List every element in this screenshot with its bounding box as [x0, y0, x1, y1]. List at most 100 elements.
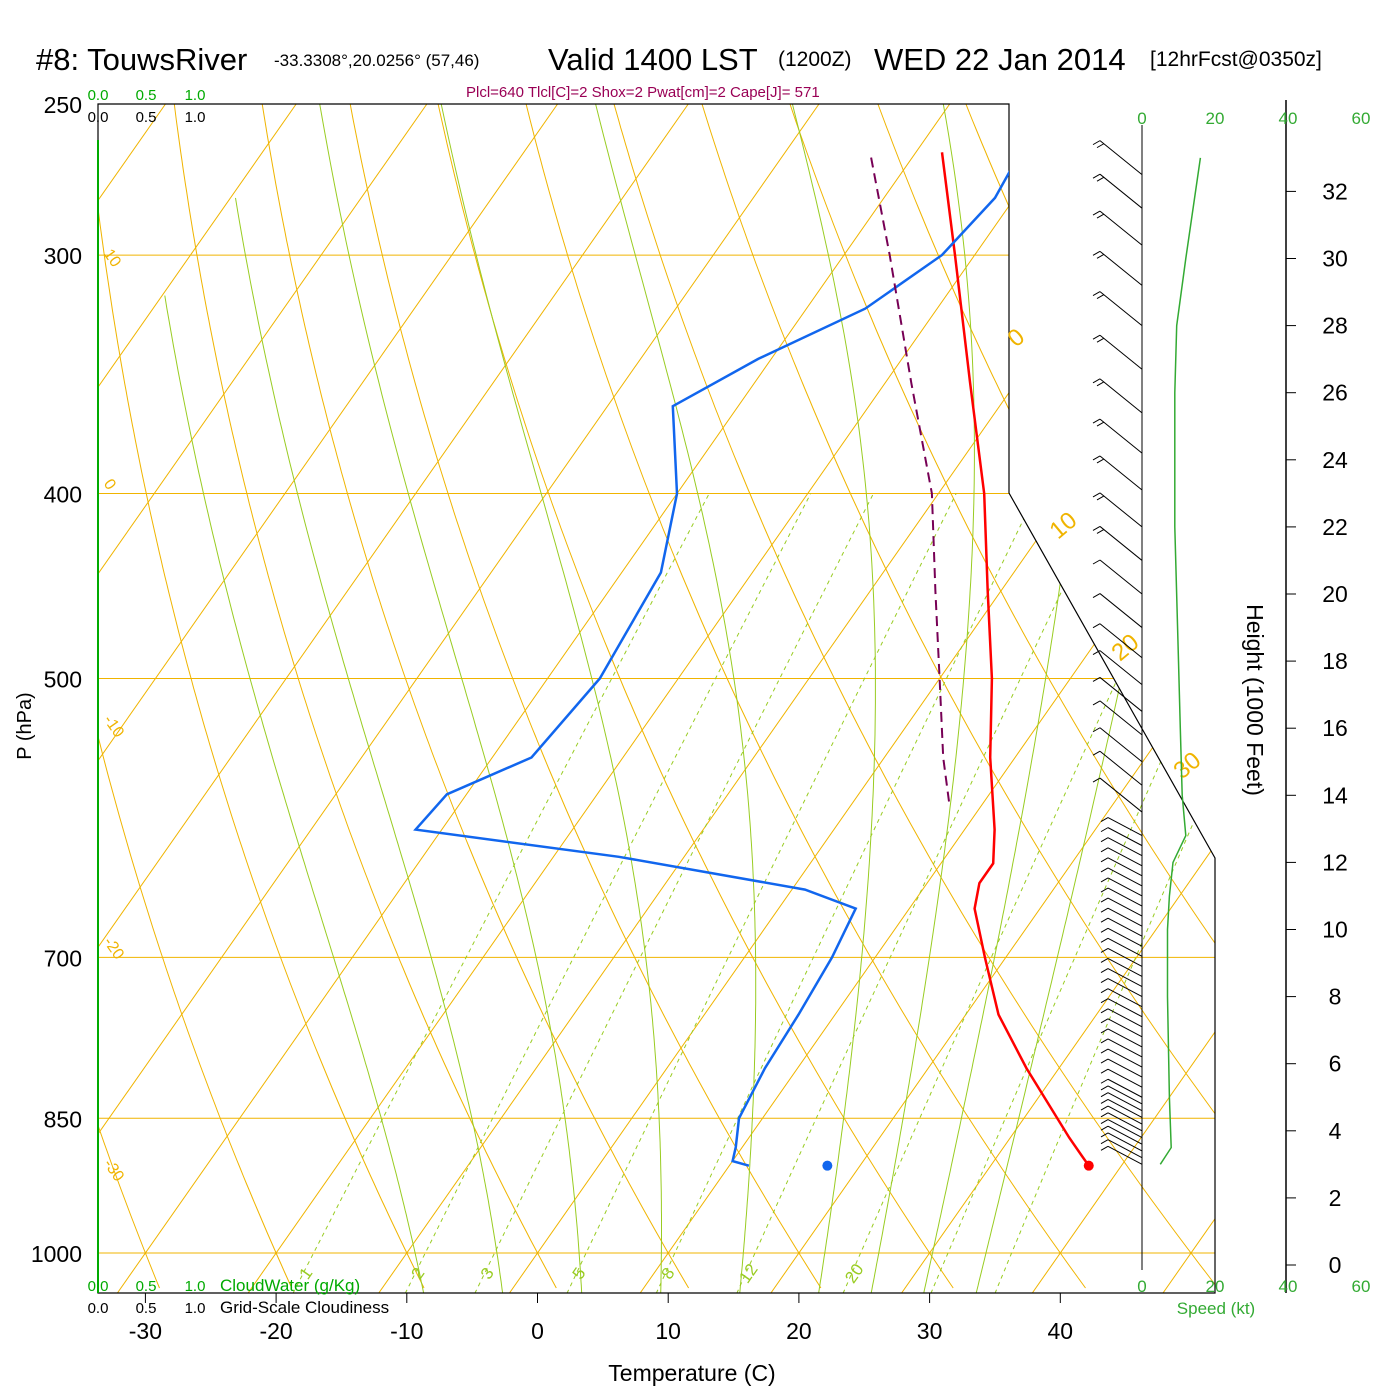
- wind-barb-flag: [1096, 381, 1105, 387]
- forecast-info: [12hrFcst@0350z]: [1150, 48, 1322, 71]
- moist-adiabat-line: [590, 104, 757, 1293]
- isotherm-line: [639, 104, 1215, 1293]
- wind-barb: [1099, 750, 1143, 786]
- wind-barb: [1099, 526, 1143, 561]
- wind-barb-flag: [1100, 1058, 1109, 1064]
- temperature-tick-label: 20: [786, 1318, 812, 1344]
- pressure-tick-label: 850: [44, 1106, 82, 1132]
- height-tick-label: 10: [1322, 917, 1348, 943]
- wind-barb-flag: [1100, 857, 1109, 863]
- dry-adiabat-line: [1141, 104, 1215, 1289]
- wind-barb-flag: [1096, 294, 1105, 300]
- height-tick-label: 18: [1322, 648, 1348, 674]
- wind-barb-flag: [1100, 867, 1109, 873]
- isotherm-line: [98, 104, 297, 1293]
- dry-adiabat-line: [98, 104, 425, 1289]
- wind-barb: [1099, 291, 1143, 326]
- cloudiness-tick-top: 1.0: [185, 109, 206, 126]
- speed-axis-label: Speed (kt): [1177, 1299, 1255, 1318]
- wind-barb: [1099, 677, 1143, 712]
- mixing-ratio-line: [994, 493, 1215, 1293]
- wind-barb: [1107, 1008, 1143, 1028]
- isotherm-line: [770, 104, 1215, 1293]
- wind-barb-flag: [1092, 250, 1101, 256]
- wind-barb-flag: [1100, 1085, 1109, 1091]
- pressure-tick-label: 250: [44, 92, 82, 118]
- wind-barb: [1099, 378, 1143, 414]
- speed-tick-top: 60: [1352, 109, 1371, 128]
- mixing-ratio-label: 20: [841, 1260, 867, 1286]
- wind-barb-flag: [1096, 529, 1105, 534]
- isotherm-line: [247, 104, 1081, 1293]
- height-tick-label: 14: [1322, 782, 1348, 808]
- speed-tick-bottom: 60: [1352, 1277, 1371, 1296]
- wind-barb-flag: [1092, 777, 1101, 783]
- wind-barb-flag: [1100, 1078, 1109, 1084]
- surface-dewpoint-dot: [822, 1160, 833, 1171]
- wind-barb: [1107, 1092, 1143, 1112]
- wind-barb-flag: [1100, 1132, 1109, 1138]
- wind-barb-flag: [1100, 1028, 1109, 1034]
- mixing-ratio-line: [842, 493, 1204, 1293]
- wind-barb-flag: [1100, 1038, 1109, 1044]
- cloudwater-tick-bottom: 1.0: [185, 1278, 206, 1295]
- diagram-outline: [97, 103, 1216, 1294]
- wind-barb-flag: [1100, 1018, 1109, 1024]
- wind-barb: [1107, 937, 1143, 957]
- wind-barb: [1099, 593, 1143, 628]
- wind-barb-flag: [1100, 1092, 1109, 1098]
- wind-barb: [1107, 897, 1143, 917]
- temperature-tick-label: 10: [655, 1318, 681, 1344]
- speed-tick-top: 0: [1137, 109, 1146, 128]
- wind-barb-flag: [1092, 140, 1101, 146]
- wind-barb-flag: [1100, 1139, 1109, 1145]
- wind-barb-flag: [1100, 1008, 1109, 1014]
- dry-adiabat-line: [261, 104, 690, 1289]
- isotherm-line: [98, 104, 559, 1293]
- pressure-axis-label: P (hPa): [14, 692, 36, 759]
- wind-barb: [1107, 827, 1143, 847]
- cloudiness-tick-bottom: 0.0: [88, 1300, 109, 1317]
- height-tick-label: 22: [1322, 514, 1348, 540]
- dry-adiabat-label: -30: [100, 1156, 127, 1185]
- parcel-line: [869, 152, 950, 802]
- wind-barb-flag: [1092, 727, 1101, 733]
- wind-barb: [1107, 998, 1143, 1018]
- wind-barb-flag: [1100, 837, 1109, 843]
- wind-barb: [1107, 857, 1143, 877]
- mixing-ratio-line: [566, 493, 957, 1293]
- isotherm-line: [98, 104, 428, 1293]
- height-axis-label: Height (1000 Feet): [1242, 604, 1268, 796]
- mixing-ratio-line: [292, 493, 710, 1293]
- temperature-line: [940, 152, 1090, 1167]
- wind-speed-line: [1159, 157, 1202, 1165]
- wind-barb-flag: [1100, 927, 1109, 933]
- wind-barb: [1099, 173, 1143, 209]
- temperature-tick-label: 30: [917, 1318, 943, 1344]
- wind-barb-flag: [1100, 907, 1109, 913]
- height-tick-label: 8: [1329, 984, 1342, 1010]
- wind-barb: [1107, 1058, 1143, 1078]
- mixing-ratio-label: 12: [735, 1260, 761, 1286]
- wind-barb-flag: [1092, 750, 1101, 756]
- wind-barb-flag: [1100, 1112, 1109, 1118]
- cloudwater-tick-top: 0.5: [136, 87, 157, 104]
- wind-barb: [1107, 1125, 1143, 1145]
- speed-tick-bottom: 40: [1279, 1277, 1298, 1296]
- wind-barb: [1099, 140, 1143, 176]
- wind-barb-flag: [1092, 526, 1101, 531]
- wind-barb-flag: [1092, 492, 1101, 498]
- wind-barb: [1099, 559, 1143, 595]
- wind-barb: [1107, 1028, 1143, 1048]
- wind-barb-flag: [1100, 937, 1109, 943]
- wind-barb: [1107, 947, 1143, 967]
- height-tick-label: 30: [1322, 246, 1348, 272]
- temperature-tick-label: -30: [129, 1318, 162, 1344]
- wind-barb-flag: [1100, 1105, 1109, 1111]
- wind-barb-flag: [1100, 917, 1109, 923]
- wind-barb: [1107, 1119, 1143, 1138]
- height-tick-label: 4: [1329, 1118, 1342, 1144]
- wind-barb-flag: [1092, 623, 1101, 629]
- mixing-ratio-line: [930, 493, 1215, 1293]
